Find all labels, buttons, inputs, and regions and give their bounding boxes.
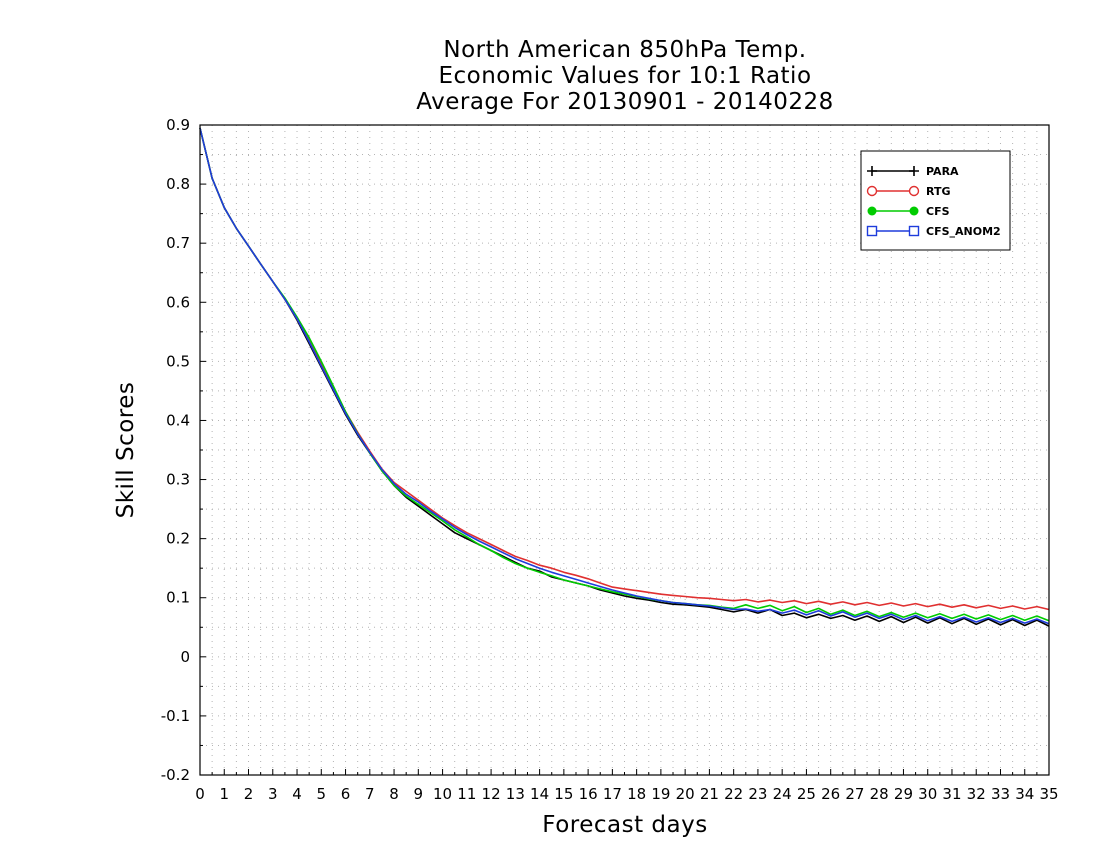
x-tick-label: 4 xyxy=(292,785,302,803)
x-tick-label: 17 xyxy=(603,785,622,803)
legend-marker-circle-open xyxy=(908,185,920,197)
series-line-cfs xyxy=(199,127,1050,622)
x-tick-label: 3 xyxy=(268,785,278,803)
x-tick-label: 29 xyxy=(894,785,913,803)
y-tick-label: 0.6 xyxy=(166,293,190,311)
x-tick-label: 22 xyxy=(724,785,743,803)
x-tick-label: 20 xyxy=(676,785,695,803)
legend-marker-circle-filled xyxy=(867,206,877,216)
legend-label-para: PARA xyxy=(926,165,959,178)
legend-marker-square-open xyxy=(908,225,920,237)
legend-label-cfs-anom2: CFS_ANOM2 xyxy=(926,225,1001,238)
x-tick-label: 1 xyxy=(219,785,229,803)
y-tick-label: 0.2 xyxy=(166,530,190,548)
chart-title-line-1: North American 850hPa Temp. xyxy=(443,37,807,63)
chart-title-line-3: Average For 20130901 - 20140228 xyxy=(416,89,834,115)
legend-marker-circle-filled xyxy=(909,206,919,216)
y-tick-label: 0.4 xyxy=(166,411,190,429)
x-tick-label: 18 xyxy=(627,785,646,803)
legend-label-rtg: RTG xyxy=(926,185,951,198)
y-tick-label: 0.5 xyxy=(166,352,190,370)
y-axis-ticks: -0.2 -0.1 0 0.1 0.2 0.3 0.4 0.5 0.6 0.7 0.8 0.9 xyxy=(161,116,206,784)
x-tick-label: 10 xyxy=(433,785,452,803)
x-tick-label: 27 xyxy=(845,785,864,803)
x-tick-label: 19 xyxy=(651,785,670,803)
y-tick-label: 0.1 xyxy=(166,589,190,607)
y-tick-label: 0.7 xyxy=(166,234,190,252)
x-tick-label: 13 xyxy=(506,785,525,803)
x-tick-label: 0 xyxy=(195,785,205,803)
chart-title-line-2: Economic Values for 10:1 Ratio xyxy=(438,63,812,89)
x-tick-label: 31 xyxy=(942,785,961,803)
x-tick-label: 33 xyxy=(991,785,1010,803)
x-tick-label: 2 xyxy=(244,785,254,803)
y-tick-label: -0.1 xyxy=(161,707,190,725)
y-tick-label: 0.3 xyxy=(166,471,190,489)
x-tick-label: 23 xyxy=(748,785,767,803)
y-tick-label: 0.9 xyxy=(166,116,190,134)
x-tick-label: 25 xyxy=(797,785,816,803)
x-tick-label: 8 xyxy=(389,785,399,803)
x-axis-label: Forecast days xyxy=(542,812,708,838)
x-axis-ticks: 0 1 2 3 4 5 6 7 8 9 10 11 12 13 14 15 16 17 18 19 20 21 22 23 24… xyxy=(195,769,1059,803)
legend-label-cfs: CFS xyxy=(926,205,950,218)
x-tick-label: 15 xyxy=(554,785,573,803)
x-tick-label: 12 xyxy=(482,785,501,803)
legend-box xyxy=(860,150,1011,251)
x-tick-label: 11 xyxy=(457,785,476,803)
legend: PARA RTG CFS CFS_ANOM2 xyxy=(860,150,1011,251)
x-tick-label: 35 xyxy=(1039,785,1058,803)
y-tick-label: -0.2 xyxy=(161,766,190,784)
x-tick-label: 34 xyxy=(1015,785,1034,803)
x-tick-label: 21 xyxy=(700,785,719,803)
x-tick-label: 16 xyxy=(579,785,598,803)
x-tick-label: 24 xyxy=(773,785,792,803)
x-tick-label: 5 xyxy=(317,785,327,803)
x-tick-label: 26 xyxy=(821,785,840,803)
x-tick-label: 14 xyxy=(530,785,549,803)
x-tick-label: 32 xyxy=(967,785,986,803)
x-tick-label: 30 xyxy=(918,785,937,803)
y-tick-label: 0 xyxy=(180,648,190,666)
series-line-cfs-anom2 xyxy=(199,127,1050,625)
x-tick-label: 28 xyxy=(870,785,889,803)
x-tick-label: 7 xyxy=(365,785,375,803)
x-tick-label: 9 xyxy=(414,785,424,803)
y-axis-label: Skill Scores xyxy=(113,381,139,519)
legend-marker-square-open xyxy=(866,225,878,237)
legend-marker-circle-open xyxy=(866,185,878,197)
legend-marker-plus xyxy=(867,166,877,176)
x-tick-label: 6 xyxy=(341,785,351,803)
legend-marker-plus xyxy=(909,166,919,176)
series-lines xyxy=(199,127,1050,627)
y-tick-label: 0.8 xyxy=(166,175,190,193)
